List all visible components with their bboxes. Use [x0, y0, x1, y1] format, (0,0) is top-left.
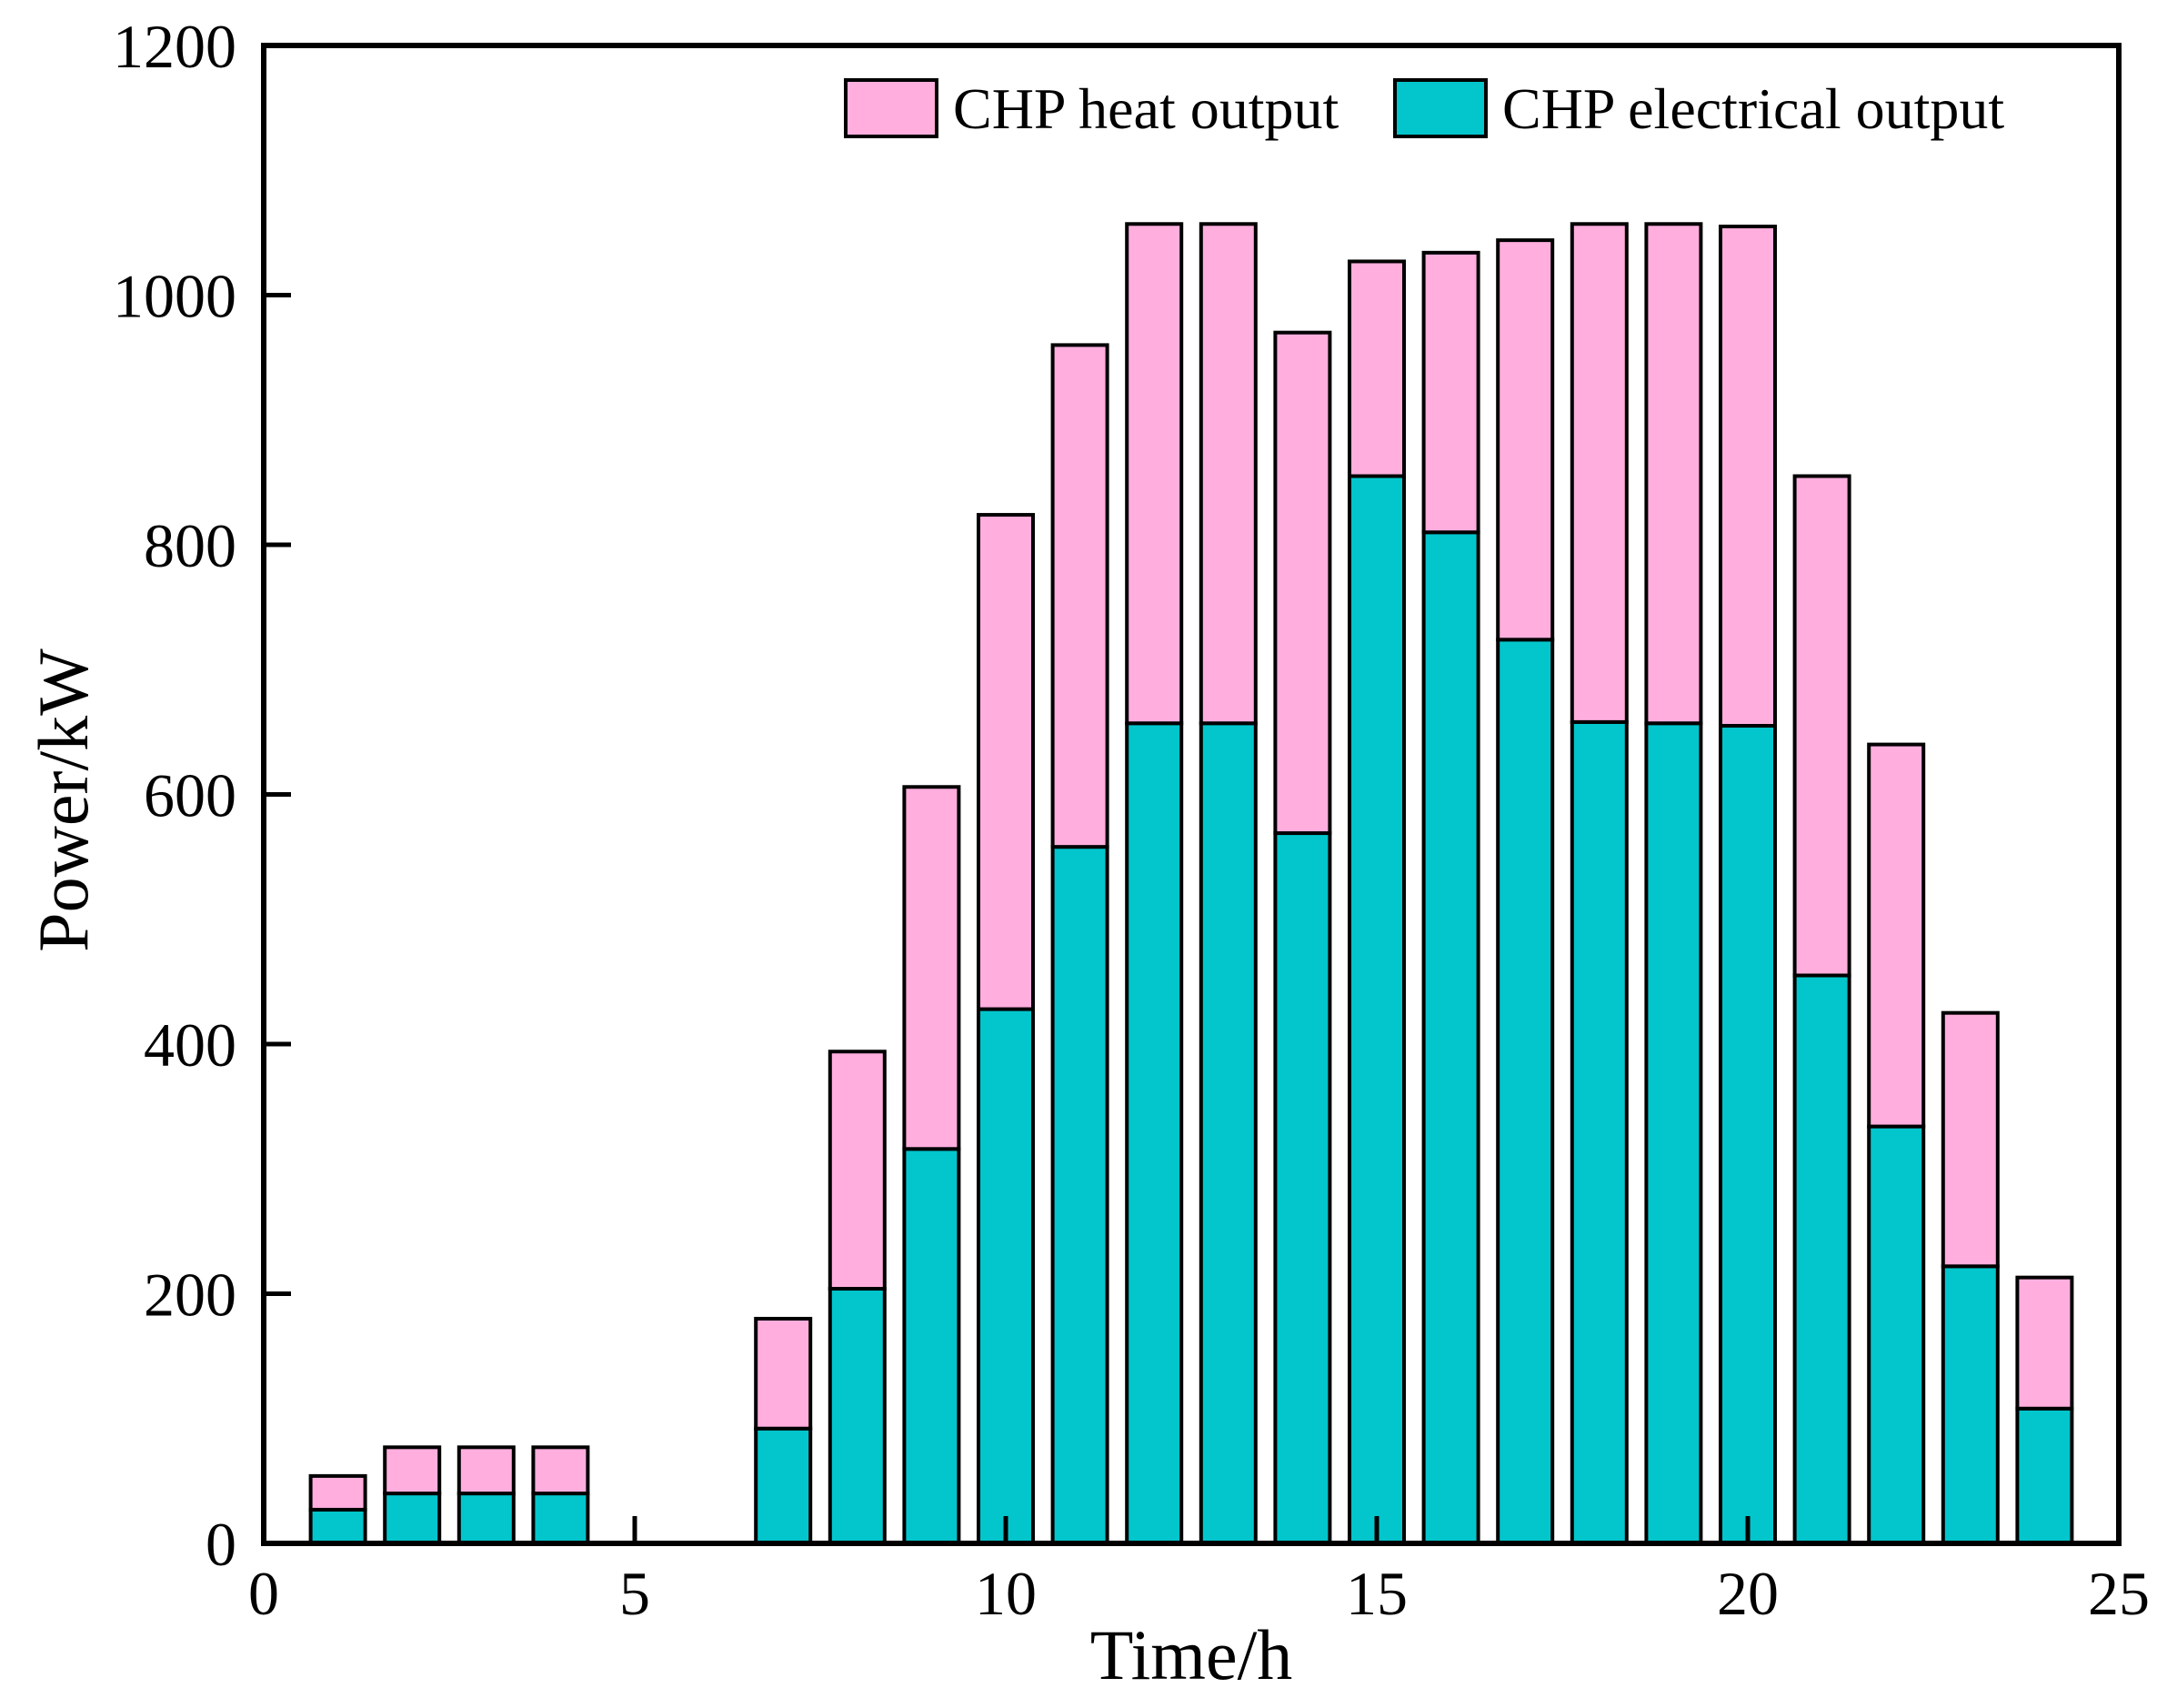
bar-hour-20-electrical — [1719, 724, 1777, 1545]
x-tick-label-15: 15 — [1346, 1559, 1408, 1628]
bar-hour-20-heat — [1719, 225, 1777, 728]
bar-hour-17-electrical — [1496, 638, 1555, 1545]
bar-hour-11-electrical — [1050, 845, 1109, 1545]
bar-hour-24-electrical — [2015, 1406, 2074, 1546]
y-tick-label-1000: 1000 — [113, 262, 236, 331]
bar-hour-7-electrical — [754, 1426, 813, 1545]
bar-hour-13-heat — [1199, 222, 1258, 726]
bar-hour-22-electrical — [1867, 1124, 1926, 1545]
bar-hour-9-electrical — [902, 1147, 961, 1546]
bar-hour-10-heat — [977, 513, 1035, 1011]
x-axis-label: Time/h — [1089, 1615, 1293, 1694]
legend-label-heat-output: CHP heat output — [953, 76, 1339, 141]
x-tick-label-5: 5 — [619, 1559, 650, 1628]
bar-hour-14-heat — [1273, 330, 1332, 836]
legend-swatch-electrical-output — [1393, 78, 1488, 138]
bar-hour-15-heat — [1348, 259, 1406, 478]
y-tick-label-0: 0 — [206, 1510, 236, 1579]
bar-hour-3-electrical — [456, 1492, 516, 1545]
bar-hour-12-heat — [1125, 222, 1184, 726]
bar-hour-22-heat — [1867, 742, 1926, 1129]
bar-hour-8-electrical — [828, 1287, 887, 1545]
legend-label-electrical-output: CHP electrical output — [1502, 76, 2005, 141]
bar-hour-1-electrical — [308, 1507, 367, 1546]
bar-hour-11-heat — [1050, 343, 1109, 849]
bar-hour-1-heat — [308, 1473, 367, 1512]
bar-hour-2-heat — [383, 1445, 442, 1496]
bar-hour-9-heat — [902, 785, 961, 1151]
bar-hour-15-electrical — [1348, 474, 1406, 1546]
x-tick-label-0: 0 — [248, 1559, 279, 1628]
bar-hour-24-heat — [2015, 1275, 2074, 1411]
y-tick-label-200: 200 — [144, 1261, 236, 1330]
bar-hour-19-heat — [1644, 222, 1703, 726]
bar-hour-4-heat — [531, 1445, 590, 1496]
bar-hour-21-heat — [1792, 474, 1851, 978]
y-tick-label-600: 600 — [144, 761, 236, 830]
bar-hour-23-electrical — [1941, 1264, 2000, 1546]
bar-hour-8-heat — [828, 1050, 887, 1291]
bar-hour-14-electrical — [1273, 831, 1332, 1545]
y-tick-label-400: 400 — [144, 1010, 236, 1080]
bar-hour-13-electrical — [1199, 721, 1258, 1545]
x-tick-label-25: 25 — [2088, 1559, 2150, 1628]
bar-hour-7-heat — [754, 1316, 813, 1431]
bar-hour-2-electrical — [383, 1492, 442, 1545]
bar-hour-4-electrical — [531, 1492, 590, 1545]
y-tick-label-1200: 1200 — [113, 12, 236, 81]
bar-hour-12-electrical — [1125, 721, 1184, 1545]
bar-hour-23-heat — [1941, 1010, 2000, 1269]
y-axis-label: Power/kW — [24, 648, 103, 952]
bar-hour-18-electrical — [1570, 719, 1629, 1545]
legend-swatch-heat-output — [844, 78, 938, 138]
bar-hour-16-electrical — [1421, 530, 1480, 1545]
bar-hour-3-heat — [456, 1445, 516, 1496]
y-tick-label-800: 800 — [144, 511, 236, 580]
bar-hour-16-heat — [1421, 250, 1480, 535]
x-tick-label-10: 10 — [975, 1559, 1037, 1628]
bar-hour-10-electrical — [977, 1007, 1035, 1545]
bar-hour-17-heat — [1496, 238, 1555, 642]
bar-hour-21-electrical — [1792, 973, 1851, 1545]
bar-hour-19-electrical — [1644, 721, 1703, 1545]
bar-hour-18-heat — [1570, 222, 1629, 724]
x-tick-label-20: 20 — [1717, 1559, 1779, 1628]
